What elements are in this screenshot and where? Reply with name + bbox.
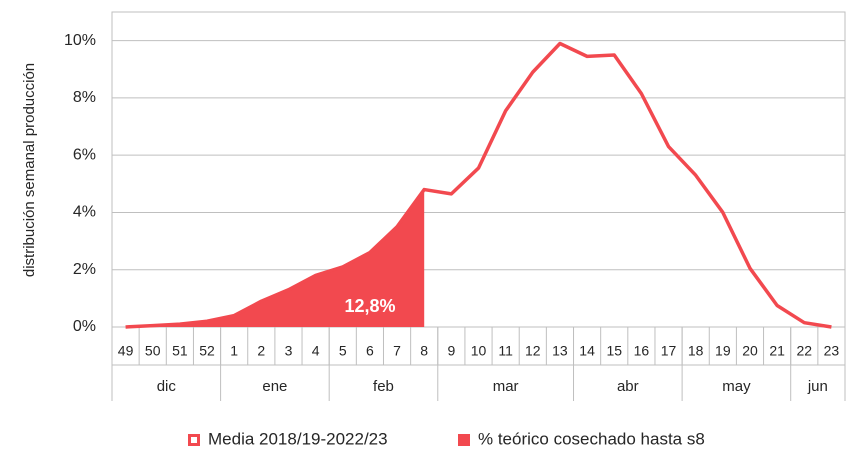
x-tick-label: 19 bbox=[715, 343, 731, 359]
month-label: jun bbox=[807, 378, 828, 395]
x-tick-label: 49 bbox=[118, 343, 134, 359]
x-tick-label: 15 bbox=[606, 343, 622, 359]
x-tick-label: 20 bbox=[742, 343, 758, 359]
y-tick-label: 6% bbox=[73, 146, 96, 163]
x-tick-label: 23 bbox=[824, 343, 840, 359]
legend-swatch bbox=[188, 434, 200, 446]
x-tick-label: 6 bbox=[366, 343, 374, 359]
x-tick-label: 52 bbox=[199, 343, 215, 359]
x-tick-label: 14 bbox=[579, 343, 595, 359]
y-axis-label: distribución semanal producción bbox=[21, 63, 38, 277]
x-tick-label: 18 bbox=[688, 343, 704, 359]
x-tick-label: 17 bbox=[661, 343, 677, 359]
legend-label: Media 2018/19-2022/23 bbox=[208, 429, 388, 448]
legend-swatch bbox=[458, 434, 470, 446]
y-tick-label: 0% bbox=[73, 318, 96, 335]
x-tick-label: 11 bbox=[498, 343, 513, 359]
month-label: ene bbox=[262, 378, 287, 395]
y-tick-label: 8% bbox=[73, 89, 96, 106]
x-tick-label: 51 bbox=[172, 343, 188, 359]
line bbox=[125, 41, 832, 329]
x-tick-label: 9 bbox=[447, 343, 455, 359]
x-tick-label: 3 bbox=[285, 343, 293, 359]
x-tick-label: 4 bbox=[312, 343, 320, 359]
x-tick-label: 22 bbox=[796, 343, 812, 359]
x-tick-label: 7 bbox=[393, 343, 401, 359]
month-label: feb bbox=[373, 378, 394, 395]
x-tick-label: 5 bbox=[339, 343, 347, 359]
month-label: abr bbox=[617, 378, 639, 395]
x-tick-label: 1 bbox=[230, 343, 238, 359]
month-label: mar bbox=[493, 378, 519, 395]
y-tick-label: 10% bbox=[64, 32, 96, 49]
x-tick-label: 16 bbox=[634, 343, 650, 359]
y-tick-label: 4% bbox=[73, 204, 96, 221]
x-tick-label: 8 bbox=[420, 343, 428, 359]
x-tick-label: 12 bbox=[525, 343, 541, 359]
x-tick-label: 10 bbox=[471, 343, 487, 359]
month-label: may bbox=[722, 378, 751, 395]
x-tick-label: 50 bbox=[145, 343, 161, 359]
x-tick-label: 13 bbox=[552, 343, 568, 359]
y-tick-label: 2% bbox=[73, 261, 96, 278]
legend-label: % teórico cosechado hasta s8 bbox=[478, 429, 705, 448]
x-tick-label: 21 bbox=[769, 343, 785, 359]
area bbox=[125, 189, 425, 327]
x-tick-label: 2 bbox=[257, 343, 265, 359]
annotation: 12,8% bbox=[344, 296, 395, 316]
month-label: dic bbox=[157, 378, 177, 395]
